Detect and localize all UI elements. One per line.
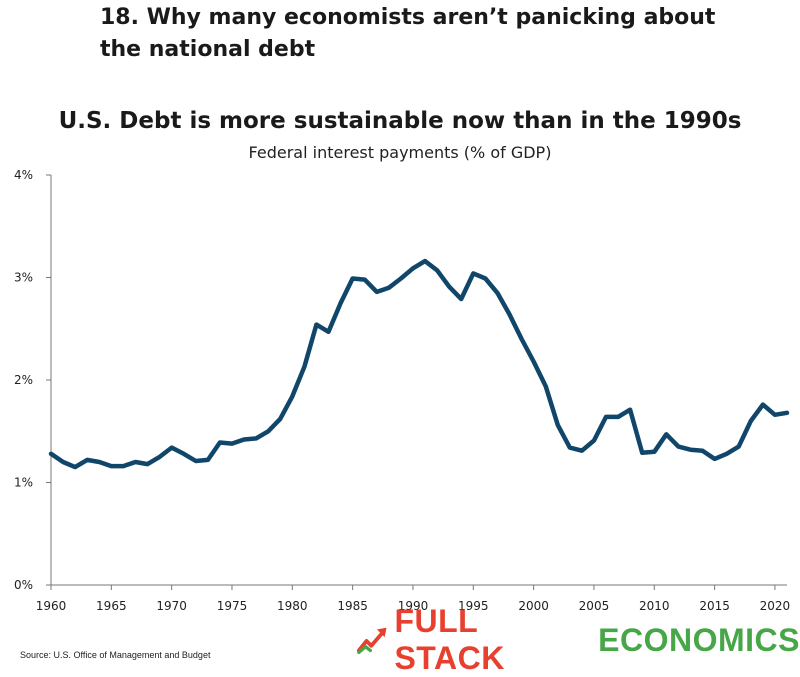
- x-tick-label: 1980: [277, 599, 308, 613]
- chart-subtitle: Federal interest payments (% of GDP): [248, 143, 552, 162]
- y-tick-label: 0%: [14, 578, 33, 592]
- x-tick-label: 1990: [398, 599, 429, 613]
- x-tick-label: 1960: [36, 599, 67, 613]
- x-tick-label: 2000: [518, 599, 549, 613]
- logo-text-economics: ECONOMICS: [598, 621, 800, 658]
- x-tick-label: 2010: [639, 599, 670, 613]
- chart-title: U.S. Debt is more sustainable now than i…: [58, 108, 742, 134]
- x-tick-label: 2005: [579, 599, 610, 613]
- y-axis: 0% 1% 2% 3% 4%: [14, 168, 52, 592]
- series-group: [48, 258, 790, 470]
- x-tick-label: 1970: [156, 599, 187, 613]
- source-note: Source: U.S. Office of Management and Bu…: [20, 650, 211, 660]
- y-tick-label: 2%: [14, 373, 33, 387]
- x-tick-label: 2015: [699, 599, 730, 613]
- y-tick-label: 1%: [14, 476, 33, 490]
- trend-arrow-icon: [356, 627, 387, 655]
- series-line: [48, 258, 790, 470]
- x-tick-label: 2020: [760, 599, 791, 613]
- x-axis: 1960 1965 1970 1975 1980 1985 1990 1995 2000 2005…: [36, 584, 791, 613]
- y-tick-label: 3%: [14, 271, 33, 285]
- logo-text-full-stack: FULL STACK: [394, 603, 505, 676]
- y-tick-label: 4%: [14, 168, 33, 182]
- x-tick-label: 1995: [458, 599, 489, 613]
- x-tick-label: 1985: [337, 599, 368, 613]
- brand-logo: FULL STACK ECONOMICS: [356, 603, 800, 676]
- x-tick-label: 1975: [217, 599, 248, 613]
- line-chart: 0%1%2%3%4% 1960 1965 1970 1975 1980 1985 1990 1…: [14, 168, 791, 613]
- x-tick-label: 1965: [96, 599, 127, 613]
- article-heading: 18. Why many economists aren’t panicking…: [100, 5, 716, 62]
